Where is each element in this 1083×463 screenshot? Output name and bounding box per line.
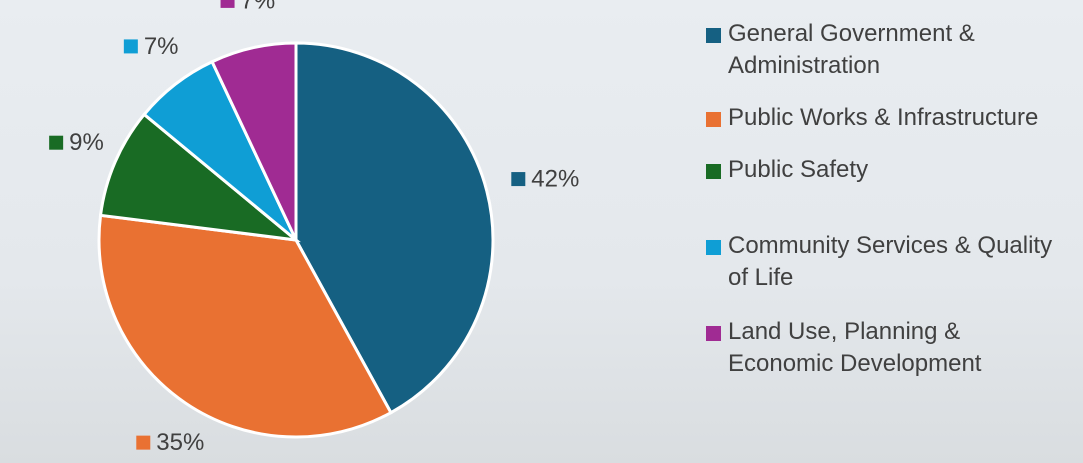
label-marker <box>511 172 526 187</box>
legend-item: General Government & Administration <box>704 18 1064 82</box>
pie-slice <box>98 112 301 243</box>
legend: General Government & Administration Publi… <box>704 18 1064 380</box>
data-label: 7% <box>241 0 276 14</box>
pie-slice <box>210 41 298 241</box>
legend-label: Public Safety <box>728 156 869 183</box>
legend-item: Public Safety <box>704 154 1064 186</box>
legend-item: Public Works & Infrastructure <box>704 102 1064 134</box>
label-marker <box>220 0 235 8</box>
data-label: 42% <box>531 165 579 192</box>
label-marker <box>123 39 138 54</box>
legend-label: General Government & Administration <box>728 20 975 79</box>
label-marker <box>49 135 64 150</box>
legend-swatch <box>706 112 721 127</box>
legend-swatch <box>706 28 721 43</box>
legend-label: Land Use, Planning & Economic Developmen… <box>728 318 982 377</box>
legend-swatch <box>706 326 721 341</box>
data-label: 7% <box>144 33 179 60</box>
legend-swatch <box>706 164 721 179</box>
legend-label: Public Works & Infrastructure <box>728 104 1039 131</box>
data-label: 35% <box>156 429 204 456</box>
legend-item: Land Use, Planning & Economic Developmen… <box>704 316 1064 380</box>
pie-slice <box>97 213 393 439</box>
legend-swatch <box>706 240 721 255</box>
label-marker <box>136 435 151 450</box>
legend-label: Community Services & Quality of Life <box>728 232 1053 291</box>
legend-item: Community Services & Quality of Life <box>704 230 1064 294</box>
data-label: 9% <box>69 129 104 156</box>
pie-slice <box>294 41 495 415</box>
